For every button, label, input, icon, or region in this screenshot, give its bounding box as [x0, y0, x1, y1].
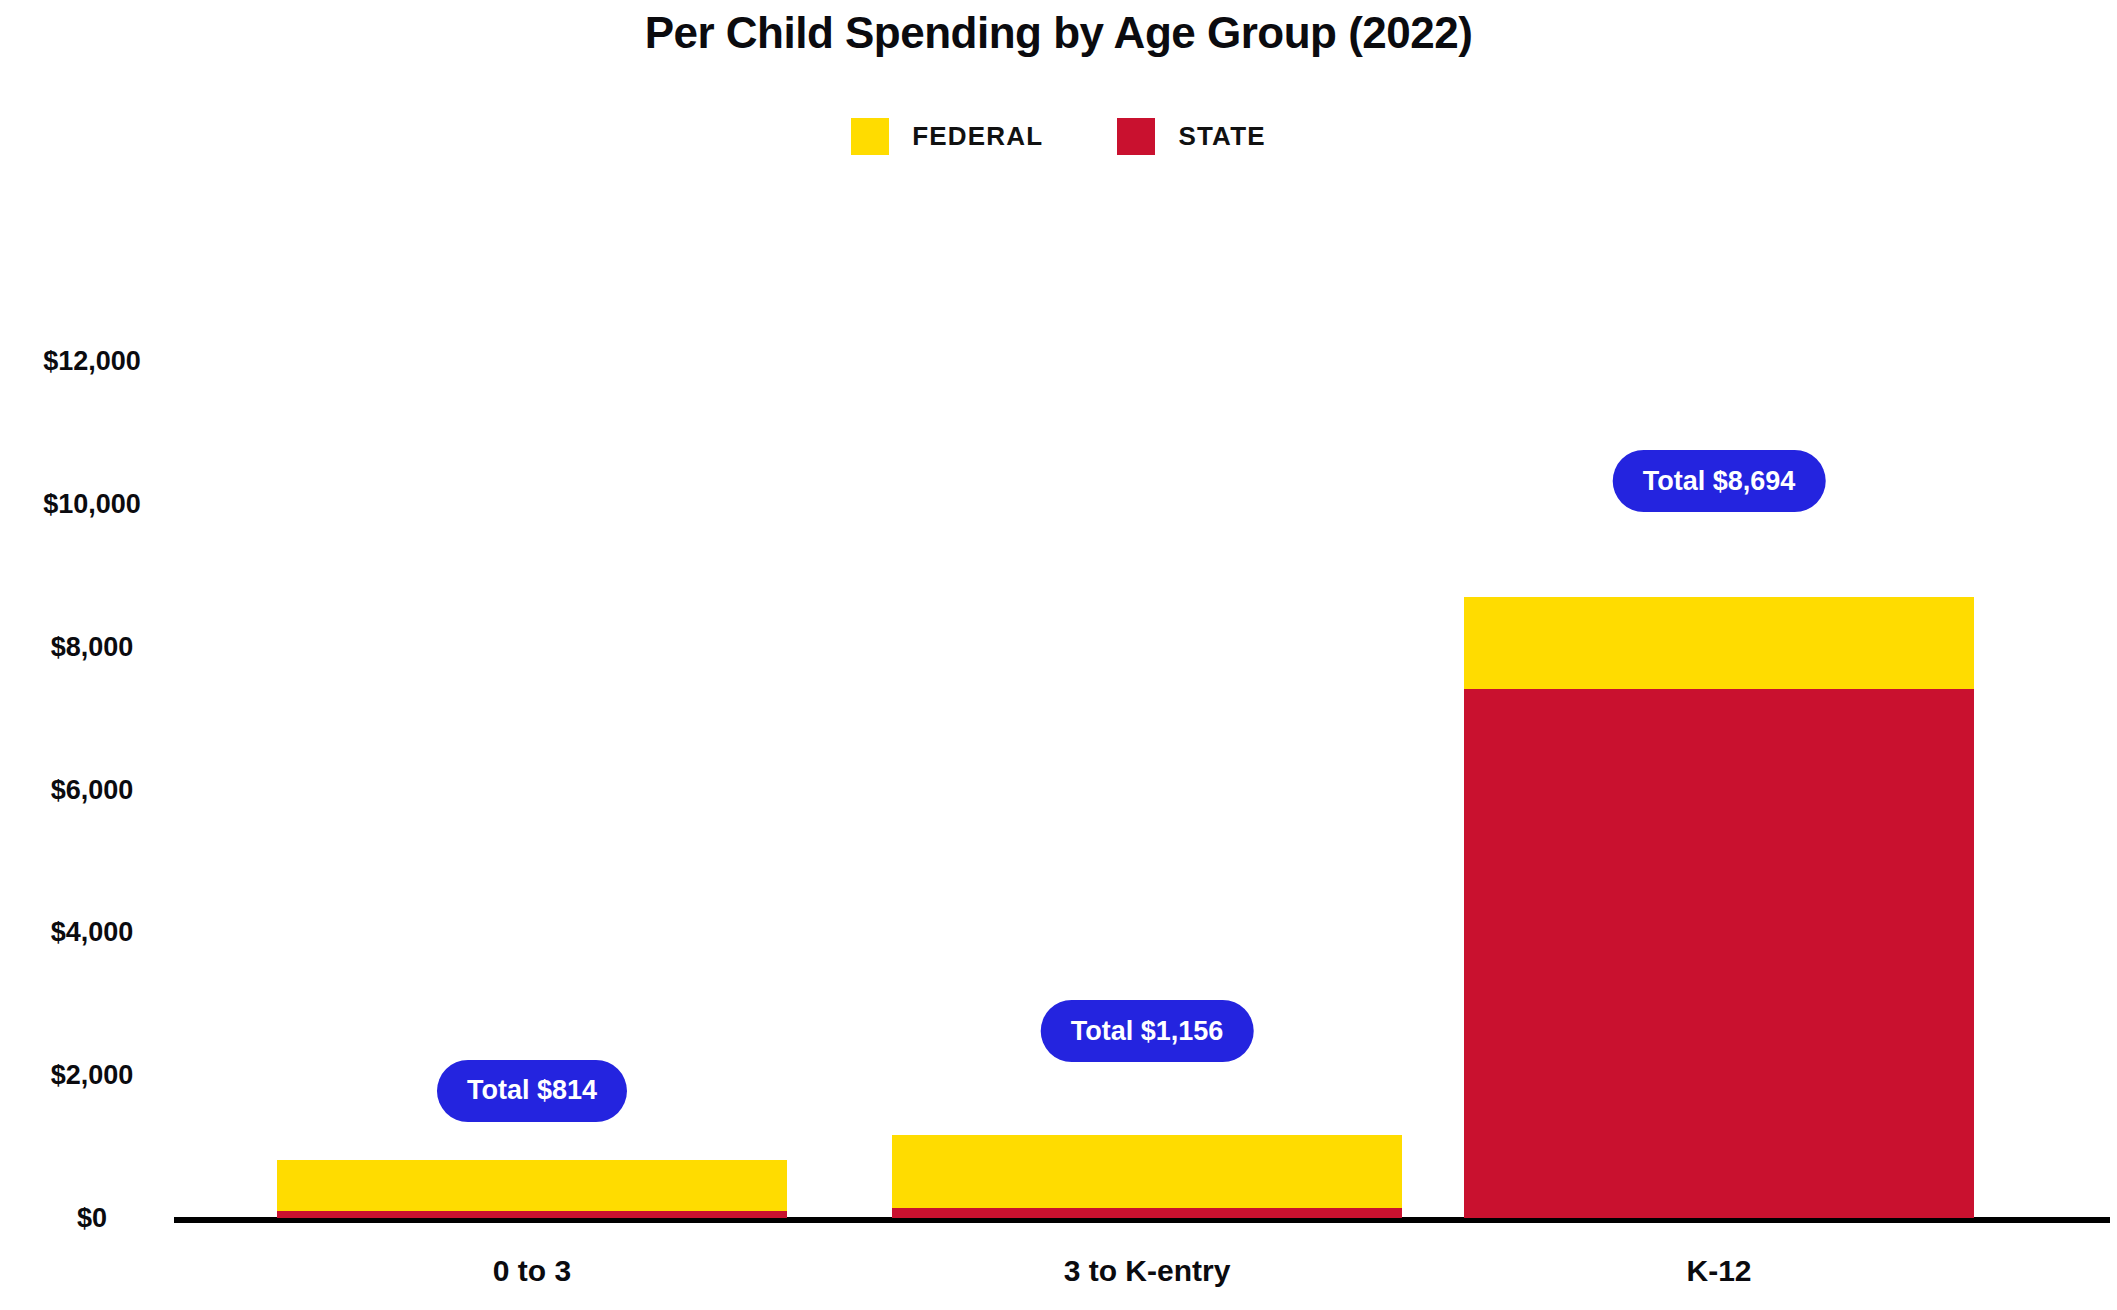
bar-state-segment — [892, 1208, 1402, 1218]
y-tick-label: $4,000 — [0, 915, 184, 949]
total-badge: Total $1,156 — [1041, 1000, 1254, 1062]
y-tick-label: $6,000 — [0, 773, 184, 807]
y-tick-label: $2,000 — [0, 1058, 184, 1092]
bar-state-segment — [1464, 689, 1974, 1218]
per-child-spending-chart: Per Child Spending by Age Group (2022) F… — [0, 0, 2117, 1310]
total-badge: Total $8,694 — [1613, 450, 1826, 512]
plot-area: $12,000 $10,000 $8,000 $6,000 $4,000 $2,000 $0… — [0, 0, 2117, 1310]
x-axis-label: K-12 — [1686, 1253, 1751, 1289]
total-badge: Total $814 — [437, 1060, 627, 1122]
y-tick-label: $12,000 — [0, 344, 184, 378]
x-axis-label: 0 to 3 — [493, 1253, 571, 1289]
bar-state-segment — [277, 1211, 787, 1218]
bar-federal-segment — [277, 1160, 787, 1211]
x-axis-label: 3 to K-entry — [1064, 1253, 1231, 1289]
y-tick-label: $10,000 — [0, 487, 184, 521]
y-tick-label: $8,000 — [0, 630, 184, 664]
bar-federal-segment — [892, 1135, 1402, 1208]
bar-federal-segment — [1464, 597, 1974, 689]
y-tick-label: $0 — [0, 1201, 184, 1235]
